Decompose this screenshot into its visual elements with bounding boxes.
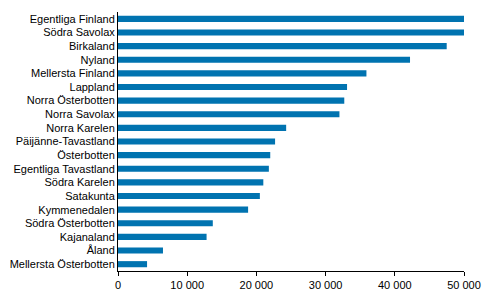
svg-text:Norra Karelen: Norra Karelen — [46, 122, 114, 134]
svg-text:0: 0 — [115, 279, 121, 291]
svg-text:Egentliga Tavastland: Egentliga Tavastland — [13, 163, 114, 175]
svg-text:Norra Österbotten: Norra Österbotten — [27, 94, 115, 106]
svg-text:30 000: 30 000 — [309, 279, 343, 291]
svg-text:10 000: 10 000 — [170, 279, 204, 291]
svg-text:Södra Österbotten: Södra Österbotten — [25, 217, 115, 229]
svg-text:Satakunta: Satakunta — [65, 190, 115, 202]
svg-text:Päijänne-Tavastland: Päijänne-Tavastland — [16, 135, 115, 147]
svg-text:Egentliga Finland: Egentliga Finland — [30, 13, 115, 25]
svg-text:Mellersta Finland: Mellersta Finland — [31, 67, 115, 79]
svg-text:Nyland: Nyland — [81, 54, 115, 66]
svg-text:20 000: 20 000 — [240, 279, 274, 291]
svg-text:Åland: Åland — [87, 244, 115, 256]
svg-text:Södra Karelen: Södra Karelen — [44, 176, 114, 188]
svg-text:Kajanaland: Kajanaland — [60, 231, 115, 243]
svg-text:Lappland: Lappland — [70, 81, 115, 93]
svg-text:Birkaland: Birkaland — [69, 40, 115, 52]
svg-text:50 000: 50 000 — [447, 279, 481, 291]
svg-text:Österbotten: Österbotten — [57, 149, 114, 161]
svg-text:Norra Savolax: Norra Savolax — [45, 108, 115, 120]
svg-text:Mellersta Österbotten: Mellersta Österbotten — [10, 258, 115, 270]
svg-text:Södra Savolax: Södra Savolax — [43, 26, 115, 38]
svg-text:40 000: 40 000 — [378, 279, 412, 291]
svg-text:Kymmenedalen: Kymmenedalen — [38, 204, 114, 216]
